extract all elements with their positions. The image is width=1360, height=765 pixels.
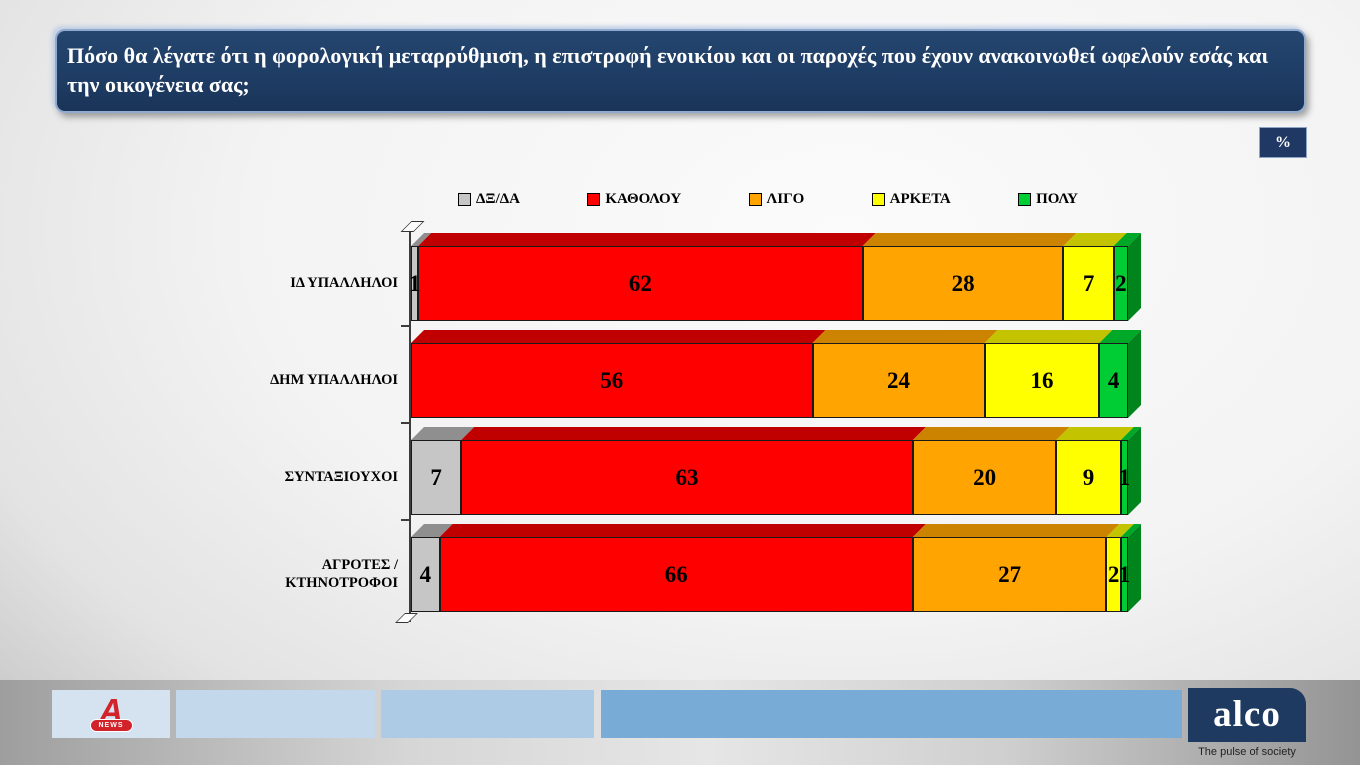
bar-segment: 62 (418, 246, 863, 321)
alpha-news-logo: A NEWS (89, 692, 133, 732)
alpha-news-badge: NEWS (89, 718, 133, 732)
segment-value-label: 4 (419, 561, 432, 587)
footer-block-3 (381, 690, 594, 738)
segment-value-label: 2 (1107, 561, 1120, 587)
legend-item-3: ΛΙΓΟ (748, 190, 805, 208)
segment-value-label: 24 (887, 367, 911, 393)
bar-segment-side-face (1128, 524, 1141, 612)
legend-item-2: ΚΑΘΟΛΟΥ (587, 191, 681, 208)
footer-strip: A NEWS alco The pulse of society (0, 680, 1360, 765)
chart-legend: ΔΞ/ΔΑ ΚΑΘΟΛΟΥ ΛΙΓΟ ΑΡΚΕΤΑ ΠΟΛΥ (458, 187, 1078, 211)
question-title: Πόσο θα λέγατε ότι η φορολογική μεταρρύθ… (67, 42, 1269, 97)
bar-segment: 24 (812, 343, 985, 418)
segment-value-label: 7 (1082, 270, 1095, 296)
bar-segment: 1 (1118, 537, 1131, 612)
segment-value-label: 63 (675, 464, 699, 490)
bar-segment-side-face (1128, 330, 1141, 418)
bar-segment-top-face (411, 330, 826, 343)
bar-segment-top-face (440, 524, 926, 537)
bar-segment: 1 (1118, 440, 1131, 515)
category-label: ΙΔ ΥΠΑΛΛΗΛΟΙ (290, 274, 398, 291)
alco-tagline: The pulse of society (1198, 746, 1296, 758)
footer-block-alpha: A NEWS (52, 690, 170, 738)
segment-value-label: 28 (951, 270, 975, 296)
segment-value-label: 66 (664, 561, 688, 587)
bar-segment: 66 (439, 537, 913, 612)
bar-segment-top-face (863, 233, 1077, 246)
y-axis-line (409, 227, 411, 622)
segment-value-label: 20 (973, 464, 997, 490)
legend-label: ΛΙΓΟ (766, 190, 805, 207)
segment-value-label: 9 (1082, 464, 1095, 490)
bar-segment-top-face (1056, 427, 1134, 440)
segment-value-label: 56 (600, 367, 624, 393)
legend-item-5: ΠΟΛΥ (1018, 191, 1078, 208)
bar-segment-top-face (985, 330, 1113, 343)
y-axis-tick (401, 519, 410, 521)
bar-segment-top-face (411, 427, 474, 440)
footer-block-2 (176, 690, 375, 738)
bar-segment-top-face (813, 330, 998, 343)
segment-value-label: 1 (1118, 561, 1131, 587)
segment-value-label: 7 (430, 464, 442, 490)
question-title-box: Πόσο θα λέγατε ότι η φορολογική μεταρρύθ… (55, 29, 1306, 113)
bar-segment: 28 (862, 246, 1064, 321)
bar-segment: 4 (1099, 343, 1128, 418)
alco-logo-text: alco (1213, 693, 1281, 735)
bar-segment-top-face (913, 427, 1069, 440)
legend-item-1: ΔΞ/ΔΑ (458, 191, 520, 208)
bar-segment-side-face (1128, 427, 1141, 515)
legend-label: ΑΡΚΕΤΑ (889, 190, 951, 207)
bar-segment: 7 (1063, 246, 1114, 321)
axis-bottom-cap (395, 613, 418, 623)
bar-segment: 9 (1056, 440, 1121, 515)
bar-segment-top-face (1099, 330, 1141, 343)
segment-value-label: 27 (998, 561, 1022, 587)
y-axis-tick (401, 422, 410, 424)
bar-segment: 56 (411, 343, 813, 418)
bar-segment: 1 (408, 246, 421, 321)
bar-segment-top-face (461, 427, 926, 440)
bar-segment: 4 (411, 537, 440, 612)
legend-swatch-icon (458, 192, 471, 206)
category-label: ΔΗΜ ΥΠΑΛΛΗΛΟΙ (270, 371, 398, 388)
bar-segment-top-face (418, 233, 876, 246)
legend-label: ΚΑΘΟΛΟΥ (605, 190, 682, 207)
bar-segment: 20 (912, 440, 1057, 515)
bar-segment-top-face (913, 524, 1120, 537)
bar-segment: 2 (1113, 246, 1128, 321)
bar-segment-side-face (1128, 233, 1141, 321)
bar-segment: 2 (1106, 537, 1121, 612)
bar-segment: 16 (984, 343, 1100, 418)
legend-swatch-icon (587, 192, 601, 206)
bar-segment: 7 (411, 440, 462, 515)
legend-label: ΠΟΛΥ (1036, 190, 1078, 207)
segment-value-label: 62 (628, 270, 652, 296)
y-axis-tick (401, 325, 410, 327)
bar-segment: 27 (912, 537, 1107, 612)
axis-top-cap (400, 221, 425, 232)
footer-block-4 (601, 690, 1182, 738)
segment-value-label: 2 (1115, 270, 1127, 296)
legend-swatch-icon (871, 192, 885, 206)
bar-segment-top-face (1063, 233, 1126, 246)
segment-value-label: 4 (1107, 367, 1120, 393)
bar-segment: 63 (461, 440, 913, 515)
category-label: ΣΥΝΤΑΞΙΟΥΧΟΙ (284, 468, 398, 485)
category-label: ΑΓΡΟΤΕΣ / ΚΤΗΝΟΤΡΟΦΟΙ (285, 557, 398, 591)
percent-badge: % (1259, 127, 1307, 158)
bar-segment-top-face (411, 524, 453, 537)
legend-swatch-icon (1018, 192, 1032, 206)
alpha-logo-letter: A (99, 692, 123, 730)
legend-swatch-icon (748, 192, 762, 206)
legend-item-4: ΑΡΚΕΤΑ (871, 190, 951, 208)
segment-value-label: 1 (408, 270, 421, 296)
alco-logo: alco (1188, 688, 1306, 742)
segment-value-label: 1 (1118, 464, 1131, 490)
legend-label: ΔΞ/ΔΑ (476, 190, 520, 207)
segment-value-label: 16 (1030, 367, 1054, 393)
